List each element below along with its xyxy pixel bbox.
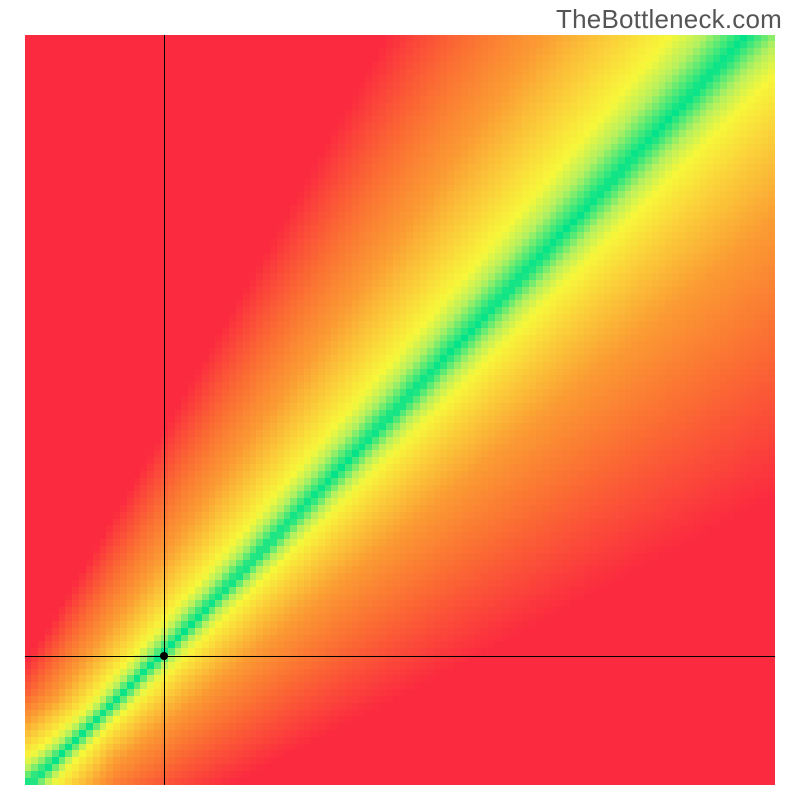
watermark: TheBottleneck.com <box>556 4 782 35</box>
crosshair-dot <box>160 652 168 660</box>
crosshair-horizontal <box>25 656 775 657</box>
crosshair-vertical <box>164 35 165 785</box>
bottleneck-heatmap <box>25 35 775 785</box>
heatmap-canvas <box>25 35 775 785</box>
